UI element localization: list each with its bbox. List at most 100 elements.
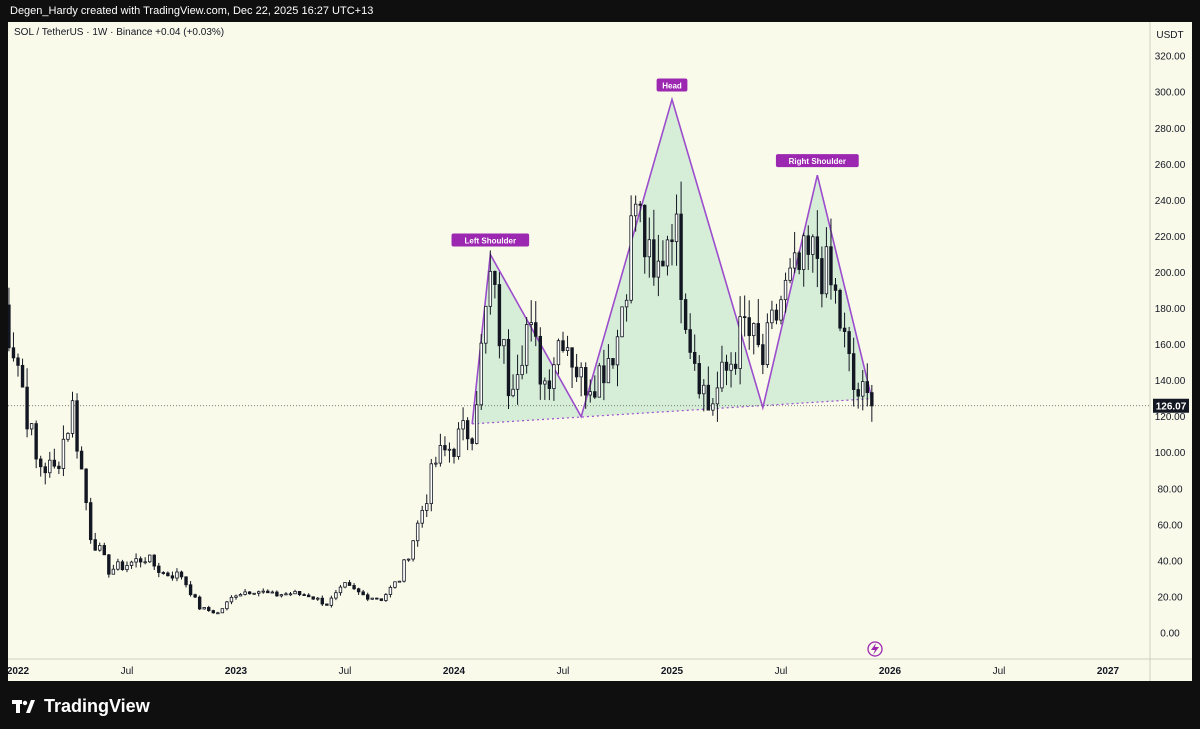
candle <box>238 593 243 597</box>
candle <box>61 425 66 477</box>
y-tick-label: 0.00 <box>1160 629 1180 640</box>
candle <box>770 300 774 330</box>
candle <box>497 272 502 359</box>
candle <box>588 379 592 403</box>
candle <box>720 345 724 393</box>
brand-name: TradingView <box>44 695 150 716</box>
y-tick-label: 260.00 <box>1155 160 1186 171</box>
candle <box>257 590 261 597</box>
candle <box>820 246 824 308</box>
candle <box>547 369 552 401</box>
candle <box>847 326 851 372</box>
candle <box>429 458 433 512</box>
candle <box>779 295 783 325</box>
candle <box>502 338 506 364</box>
candle <box>683 293 688 334</box>
candle <box>706 366 711 411</box>
candle <box>538 327 542 400</box>
candle <box>811 234 815 273</box>
candle <box>193 593 197 599</box>
candle <box>29 423 34 436</box>
y-tick-label: 160.00 <box>1155 340 1186 351</box>
candle <box>39 455 43 477</box>
candle <box>107 554 111 578</box>
candle <box>756 298 760 348</box>
candle <box>57 461 61 475</box>
candle <box>311 596 315 600</box>
candle <box>656 234 661 297</box>
candle <box>66 432 70 442</box>
labels-layer: Left Shoulder Head Right Shoulder 126.07 <box>451 78 1189 657</box>
candle <box>134 553 138 568</box>
pattern-label-text: Right Shoulder <box>789 157 846 166</box>
x-tick-label: 2026 <box>879 666 902 677</box>
candle <box>465 417 470 451</box>
candle <box>552 357 556 401</box>
pattern-label: Right Shoulder <box>775 154 859 168</box>
candle <box>347 580 352 586</box>
candle <box>815 210 820 288</box>
candle <box>306 593 311 598</box>
x-tick-label: 2023 <box>225 666 248 677</box>
candle <box>84 468 88 511</box>
candle <box>515 354 520 405</box>
candle <box>148 554 152 563</box>
candle <box>447 442 452 463</box>
pattern-label: Left Shoulder <box>451 233 530 247</box>
candle <box>43 462 47 485</box>
candle <box>665 235 670 276</box>
candle <box>670 224 674 266</box>
y-tick-label: 240.00 <box>1155 196 1186 207</box>
candle <box>443 436 447 457</box>
y-tick-label: 60.00 <box>1157 520 1182 531</box>
candle <box>738 296 742 385</box>
candle <box>679 181 683 324</box>
candle <box>570 347 574 388</box>
candle <box>352 583 356 591</box>
candle <box>802 232 806 287</box>
tradingview-logo[interactable]: TradingView <box>12 696 150 716</box>
candle <box>870 384 874 422</box>
candle <box>406 558 411 562</box>
candle <box>266 589 270 594</box>
candle <box>297 591 302 597</box>
candle <box>797 250 801 275</box>
candle <box>20 358 25 388</box>
y-tick-label: 80.00 <box>1157 484 1182 495</box>
candle <box>824 227 829 298</box>
candle <box>838 288 842 332</box>
candle <box>484 305 488 354</box>
candle <box>729 352 733 388</box>
candle <box>243 588 247 596</box>
candle <box>157 562 161 578</box>
candle <box>98 542 102 552</box>
candle <box>170 571 175 581</box>
candle <box>833 277 838 304</box>
candle <box>792 231 797 274</box>
candle <box>229 595 234 605</box>
candle <box>742 295 747 337</box>
candle <box>397 580 402 583</box>
candle <box>856 382 860 409</box>
x-tick-label: Jul <box>993 666 1006 677</box>
candle <box>270 590 275 594</box>
candle <box>88 497 93 544</box>
candle <box>774 303 779 325</box>
candle <box>602 349 606 401</box>
candle <box>543 377 547 400</box>
candles-layer <box>8 181 874 615</box>
y-tick-label: 180.00 <box>1155 304 1186 315</box>
candle <box>506 329 511 409</box>
candle <box>652 209 656 286</box>
candle <box>125 561 129 573</box>
candle <box>161 571 166 575</box>
candle <box>116 558 120 571</box>
candle <box>724 354 729 386</box>
price-chart[interactable]: USDT 0.00 20.00 40.00 60.00 80.00 100.00 120.00… <box>8 22 1192 681</box>
y-tick-label: 120.00 <box>1155 412 1186 423</box>
pattern-layer <box>8 96 1150 425</box>
candle <box>556 338 561 375</box>
candle <box>456 422 461 460</box>
currency-label: USDT <box>1156 30 1183 41</box>
pattern-label: Head <box>656 78 688 92</box>
